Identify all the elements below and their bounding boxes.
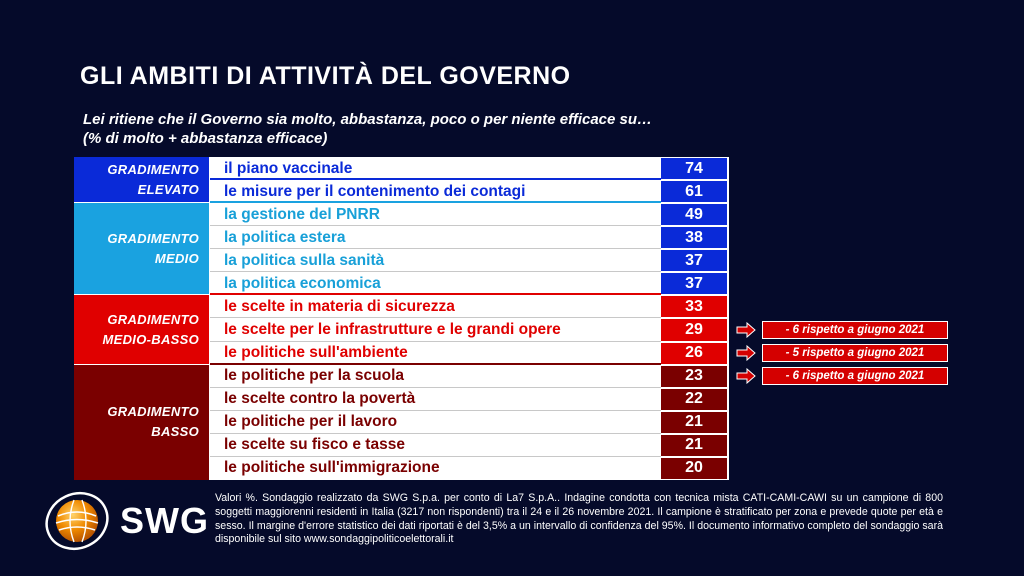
- row-label: le scelte in materia di sicurezza: [224, 297, 455, 315]
- change-annotation: - 5 rispetto a giugno 2021: [736, 343, 950, 363]
- table-row: la politica economica 37: [210, 272, 729, 296]
- swg-logo: SWG: [44, 490, 208, 552]
- table-row: le politiche sull'ambiente 26: [210, 342, 729, 365]
- group-label-line: BASSO: [151, 424, 199, 440]
- row-value: 23: [661, 365, 727, 387]
- group-label: GRADIMENTO ELEVATO: [74, 157, 209, 203]
- row-divider: [210, 317, 661, 319]
- arrow-right-icon: [736, 322, 756, 339]
- change-annotation-text: - 6 rispetto a giugno 2021: [762, 367, 948, 386]
- row-value: 21: [661, 434, 727, 456]
- row-value: 37: [661, 250, 727, 272]
- row-label: le politiche per la scuola: [224, 367, 405, 385]
- row-value: 22: [661, 388, 727, 410]
- row-value: 74: [661, 158, 727, 180]
- subtitle-question: Lei ritiene che il Governo sia molto, ab…: [83, 111, 653, 128]
- row-divider: [210, 248, 661, 250]
- change-annotation: - 6 rispetto a giugno 2021: [736, 320, 950, 340]
- group-label: GRADIMENTO MEDIO: [74, 203, 209, 295]
- row-divider: [210, 201, 661, 204]
- row-divider: [210, 271, 661, 273]
- row-value: 20: [661, 457, 727, 479]
- arrow-right-icon: [736, 368, 756, 385]
- table-row: le scelte contro la povertà 22: [210, 388, 729, 411]
- row-divider: [210, 409, 661, 411]
- row-divider: [210, 432, 661, 434]
- row-label: la politica sulla sanità: [224, 251, 385, 269]
- rating-table: GRADIMENTO ELEVATO GRADIMENTO MEDIO GRADIMEN…: [74, 157, 729, 480]
- change-annotation: - 6 rispetto a giugno 2021: [736, 366, 950, 386]
- row-value: 61: [661, 181, 727, 203]
- row-value: 26: [661, 342, 727, 364]
- row-label: le scelte per le infrastrutture e le gra…: [224, 321, 561, 339]
- page-title: GLI AMBITI DI ATTIVITÀ DEL GOVERNO: [80, 62, 571, 90]
- table-row: la gestione del PNRR 49: [210, 203, 729, 227]
- arrow-right-icon: [736, 345, 756, 362]
- row-label: la politica economica: [224, 274, 381, 292]
- table-row: le scelte in materia di sicurezza 33: [210, 295, 729, 319]
- change-annotation-text: - 5 rispetto a giugno 2021: [762, 344, 948, 363]
- row-label: le scelte contro la povertà: [224, 390, 416, 408]
- row-label: le scelte su fisco e tasse: [224, 436, 405, 454]
- table-row: le misure per il contenimento dei contag…: [210, 180, 729, 204]
- swg-logo-text: SWG: [120, 500, 209, 541]
- table-row: le politiche sull'immigrazione 20: [210, 457, 729, 480]
- row-value: 33: [661, 296, 727, 318]
- row-divider: [210, 386, 661, 388]
- row-divider: [210, 340, 661, 342]
- table-row: la politica sulla sanità 37: [210, 249, 729, 273]
- row-label: le misure per il contenimento dei contag…: [224, 182, 526, 200]
- row-divider: [210, 293, 661, 296]
- group-label: GRADIMENTO MEDIO-BASSO: [74, 295, 209, 364]
- group-label-line: GRADIMENTO: [107, 161, 199, 177]
- row-label: la politica estera: [224, 228, 346, 246]
- group-label-line: MEDIO: [154, 250, 199, 266]
- row-value: 37: [661, 273, 727, 295]
- table-row: il piano vaccinale 74: [210, 157, 729, 181]
- row-value: 38: [661, 227, 727, 249]
- table-row: la politica estera 38: [210, 226, 729, 250]
- row-label: la gestione del PNRR: [224, 205, 380, 223]
- row-label: le politiche sull'immigrazione: [224, 459, 440, 477]
- subtitle: Lei ritiene che il Governo sia molto, ab…: [83, 110, 943, 148]
- row-divider: [210, 362, 661, 365]
- row-divider: [210, 455, 661, 457]
- row-value: 29: [661, 319, 727, 341]
- row-divider: [210, 225, 661, 227]
- row-label: il piano vaccinale: [224, 159, 353, 177]
- row-value: 21: [661, 411, 727, 433]
- change-annotation-text: - 6 rispetto a giugno 2021: [762, 321, 948, 340]
- group-label: GRADIMENTO BASSO: [74, 364, 209, 480]
- table-row: le scelte per le infrastrutture e le gra…: [210, 318, 729, 342]
- methodology-note: Valori %. Sondaggio realizzato da SWG S.…: [215, 492, 943, 546]
- row-divider: [210, 178, 661, 181]
- group-label-line: MEDIO-BASSO: [102, 331, 199, 347]
- table-row: le politiche per la scuola 23: [210, 365, 729, 388]
- swg-globe-icon: [45, 491, 109, 551]
- row-label: le politiche sull'ambiente: [224, 344, 408, 362]
- table-row: le politiche per il lavoro 21: [210, 411, 729, 434]
- group-label-line: ELEVATO: [137, 181, 199, 197]
- group-label-line: GRADIMENTO: [107, 404, 199, 420]
- row-label: le politiche per il lavoro: [224, 413, 398, 431]
- group-label-line: GRADIMENTO: [107, 311, 199, 327]
- row-value: 49: [661, 204, 727, 226]
- subtitle-measure: (% di molto + abbastanza efficace): [83, 130, 328, 147]
- group-label-line: GRADIMENTO: [107, 230, 199, 246]
- table-row: le scelte su fisco e tasse 21: [210, 434, 729, 457]
